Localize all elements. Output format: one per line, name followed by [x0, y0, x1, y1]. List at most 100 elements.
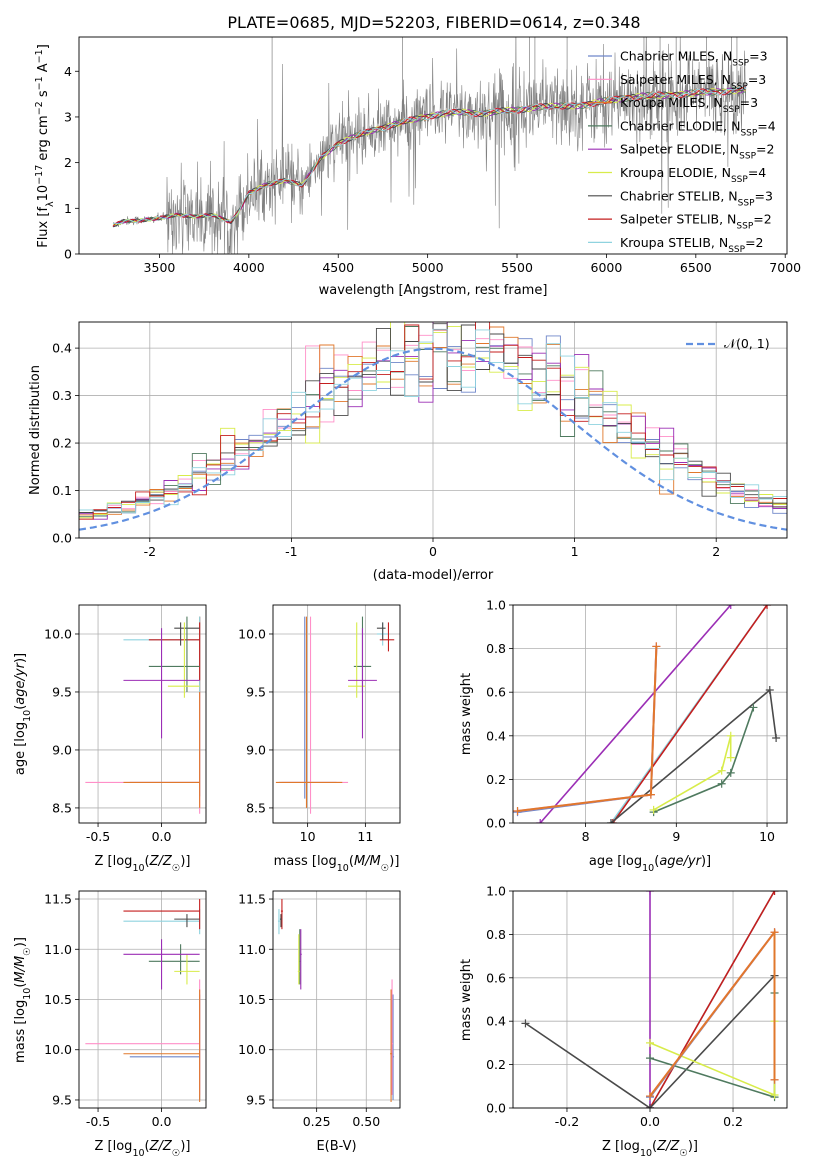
- axes-frame: [272, 604, 401, 824]
- weight-marker: [770, 1075, 779, 1084]
- weight-marker: [726, 605, 735, 609]
- y-tick-label: 1.0: [486, 884, 506, 899]
- y-tick-label: 9.5: [52, 1092, 72, 1107]
- legend-label: Kroupa ELODIE, NSSP=4: [620, 165, 766, 185]
- panel-age_vs_mass: 10 11 8.5 9.0 9.5 10.0 mass [log10(M/M☉)]: [238, 604, 401, 874]
- weight-line: [653, 707, 755, 813]
- x-tick-label: 0.0: [152, 829, 172, 844]
- figure-title: PLATE=0685, MJD=52203, FIBERID=0614, z=0…: [227, 13, 640, 32]
- y-tick-label: 9.0: [246, 742, 266, 757]
- x-tick-label: 11: [357, 829, 373, 844]
- y-axis-label: mass weight: [459, 673, 474, 755]
- x-axis-label: wavelength [Angstrom, rest frame]: [319, 283, 548, 298]
- y-tick-label: 2: [64, 155, 72, 170]
- x-tick-label: 0.25: [303, 1114, 331, 1129]
- weight-line: [539, 605, 732, 823]
- x-axis-label: (data-model)/error: [373, 568, 494, 583]
- y-axis-label: mass weight: [459, 959, 474, 1041]
- y-tick-label: 9.5: [52, 684, 72, 699]
- y-tick-label: 10.5: [238, 992, 266, 1007]
- weight-line: [517, 646, 658, 812]
- x-tick-label: 0.50: [352, 1114, 380, 1129]
- x-tick-label: 4500: [322, 260, 354, 275]
- y-tick-label: 10.0: [44, 626, 72, 641]
- weight-marker: [749, 703, 758, 712]
- weight-line: [649, 929, 776, 1097]
- panel-residuals: -2 -1 0 1 2 0.0 0.1 0.2 0.3 0.4 (data-model)/error…: [28, 321, 788, 583]
- x-tick-label: -0.5: [86, 1114, 110, 1129]
- model-line: [112, 85, 747, 225]
- x-tick-label: 0.0: [152, 1114, 172, 1129]
- y-tick-label: 0.4: [486, 1014, 506, 1029]
- weight-marker: [649, 805, 658, 814]
- x-axis-label: Z [log10(Z/Z☉)]: [602, 1139, 698, 1159]
- legend-label: Chabrier ELODIE, NSSP=4: [620, 118, 776, 138]
- plot-area-age_vs_mass: [275, 616, 395, 814]
- weight-line: [649, 891, 776, 1108]
- x-axis-label: Z [log10(Z/Z☉)]: [95, 854, 191, 874]
- weight-marker: [765, 686, 774, 695]
- weight-line: [653, 735, 732, 811]
- y-tick-label: 11.5: [238, 892, 266, 907]
- y-tick-label: 11.0: [238, 942, 266, 957]
- normal-curve: [79, 347, 787, 531]
- weight-marker: [770, 928, 779, 937]
- y-tick-label: 1.0: [486, 598, 506, 613]
- axes-frame: [512, 890, 788, 1109]
- y-axis-label: mass [log10(M/M☉)]: [13, 937, 33, 1063]
- x-tick-label: 3500: [144, 260, 176, 275]
- y-tick-label: 4: [64, 64, 72, 79]
- plot-area-weight_vs_Z: [521, 891, 779, 1108]
- y-tick-label: 0.3: [52, 388, 72, 403]
- legend-label: Kroupa STELIB, NSSP=2: [620, 235, 764, 255]
- panel-age_vs_Z: -0.5 0.0 8.5 9.0 9.5 10.0 Z [log10(Z/Z☉)] age […: [13, 604, 207, 874]
- x-tick-label: 9: [672, 829, 680, 844]
- y-axis-label: age [log10(age/yr)]: [13, 653, 33, 775]
- weight-marker: [646, 1038, 654, 1047]
- y-tick-label: 0.2: [52, 436, 72, 451]
- y-tick-label: 0.2: [486, 772, 506, 787]
- plot-area-age_vs_Z: [85, 616, 201, 814]
- y-tick-label: 0.0: [52, 531, 72, 546]
- weight-line: [517, 646, 658, 814]
- histogram-step: [79, 328, 787, 538]
- weight-marker: [717, 779, 726, 788]
- x-tick-label: 8: [582, 829, 590, 844]
- legend-label: Chabrier MILES, NSSP=3: [620, 49, 768, 69]
- x-tick-label: 7000: [769, 260, 801, 275]
- weight-line: [612, 605, 768, 823]
- weight-marker: [536, 819, 545, 823]
- y-tick-label: 8.5: [52, 800, 72, 815]
- y-tick-label: 9.5: [246, 684, 266, 699]
- weight-marker: [652, 642, 661, 651]
- axes-frame: [78, 604, 207, 824]
- y-tick-label: 0.4: [52, 341, 72, 356]
- y-axis-label: Normed distribution: [28, 365, 43, 495]
- plot-area-mass_vs_ebv: [277, 899, 395, 1102]
- histogram-step: [79, 322, 787, 538]
- weight-marker: [726, 731, 735, 740]
- panel-weight_vs_age: 8 9 10 0.0 0.2 0.4 0.6 0.8 1.0 age [log10(age/yr)…: [459, 598, 788, 874]
- x-tick-label: 0: [429, 544, 437, 559]
- weight-marker: [726, 753, 735, 762]
- y-tick-label: 0.6: [486, 685, 506, 700]
- y-axis-label: Flux [fλ10−17 erg cm−2 s−1 A−1]: [34, 44, 56, 248]
- y-tick-label: 0.4: [486, 728, 506, 743]
- weight-marker: [770, 1090, 779, 1099]
- y-tick-label: 10.5: [44, 992, 72, 1007]
- y-tick-label: 0.8: [486, 927, 506, 942]
- y-tick-label: 9.5: [246, 1092, 266, 1107]
- weight-marker: [646, 1104, 654, 1108]
- weight-line: [649, 1021, 776, 1097]
- x-tick-label: 6000: [591, 260, 623, 275]
- plot-area-spectrum: [112, 37, 747, 254]
- panel-mass_vs_ebv: 0.25 0.50 9.5 10.0 10.5 11.0 11.5 E(B-V): [238, 890, 401, 1154]
- weight-marker: [646, 1054, 654, 1063]
- plot-area-mass_vs_Z: [85, 899, 201, 1102]
- x-tick-label: 5000: [412, 260, 444, 275]
- panel-spectrum: 3500 4000 4500 5000 5500 6000 6500 7000 0 1 2 3 4 wav…: [34, 36, 801, 298]
- y-tick-label: 0.2: [486, 1057, 506, 1072]
- x-tick-label: -0.2: [555, 1114, 579, 1129]
- y-tick-label: 0: [64, 247, 72, 262]
